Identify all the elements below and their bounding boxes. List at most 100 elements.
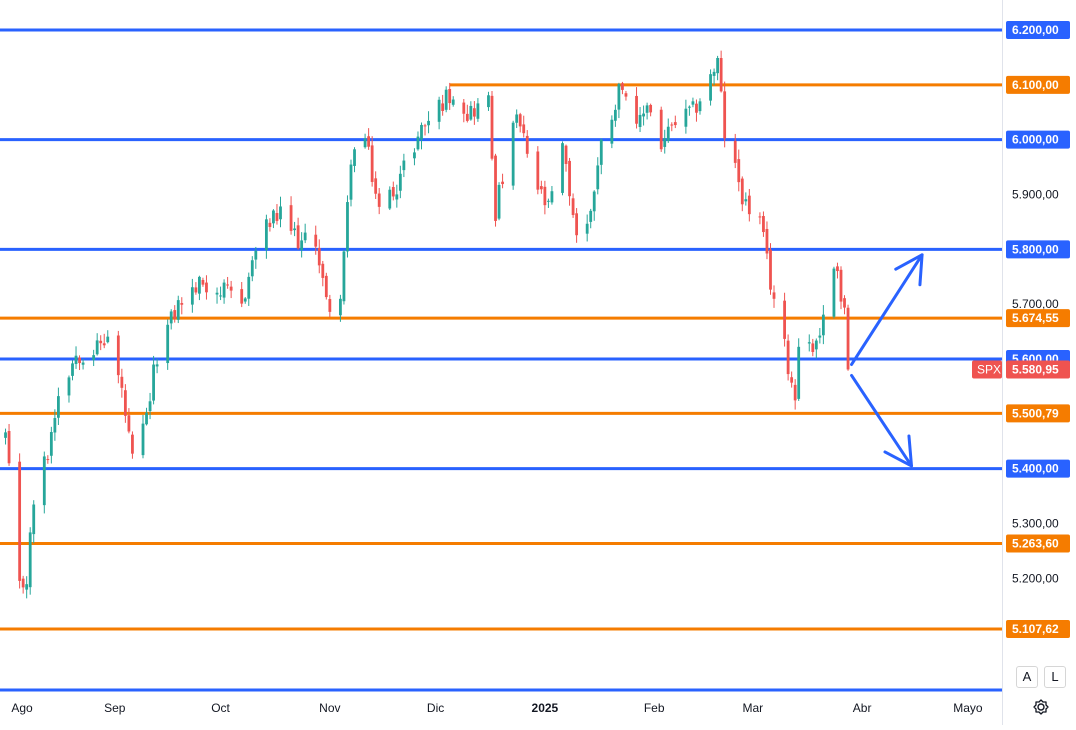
level-price-label: 5.263,60 — [1012, 536, 1059, 550]
candle-body — [324, 275, 328, 298]
candle — [25, 576, 29, 599]
candle-body — [642, 113, 645, 117]
candle-body — [695, 103, 698, 113]
x-tick-label: Dic — [427, 701, 444, 715]
candle — [716, 55, 720, 81]
candle — [807, 334, 811, 352]
candle — [649, 103, 653, 117]
candle-body — [733, 140, 737, 163]
candle-body — [832, 268, 836, 317]
candle — [818, 327, 822, 344]
candle — [74, 346, 78, 369]
candle-body — [123, 390, 127, 416]
candle-body — [176, 300, 180, 320]
candle-body — [303, 232, 307, 241]
candle-body — [684, 108, 688, 127]
candle — [363, 133, 367, 149]
candle — [832, 266, 836, 319]
candle — [67, 375, 71, 403]
level-price-label: 5.674,55 — [1012, 311, 1059, 325]
candle — [275, 204, 279, 225]
candle-body — [698, 101, 702, 112]
candle-body — [589, 210, 593, 222]
candle-body — [370, 145, 374, 182]
candle-body — [152, 364, 155, 401]
candle — [240, 282, 244, 308]
candle-body — [511, 122, 515, 186]
candle — [328, 294, 332, 318]
candle — [575, 208, 579, 243]
candle — [790, 371, 794, 388]
candle — [621, 81, 624, 95]
candle — [32, 500, 36, 544]
candle — [638, 107, 642, 133]
candle — [388, 186, 392, 211]
candle-body — [363, 138, 367, 148]
candle-body — [18, 461, 22, 581]
candle — [106, 330, 110, 344]
candle-body — [201, 279, 205, 285]
candle — [645, 102, 649, 120]
candle — [205, 275, 208, 300]
candle-body — [793, 384, 797, 401]
gear-icon[interactable] — [1032, 698, 1050, 716]
auto-scale-button[interactable]: A — [1016, 666, 1038, 688]
candle-body — [205, 282, 208, 293]
candle-body — [550, 191, 554, 203]
candle-body — [469, 105, 473, 120]
candle — [293, 221, 296, 237]
candle-body — [219, 295, 222, 297]
candle-body — [747, 195, 751, 215]
arrow-up-head — [894, 253, 924, 287]
level-price-label: 5.500,79 — [1012, 406, 1059, 420]
candle-body — [740, 178, 744, 205]
y-tick-label: 5.300,00 — [1012, 517, 1059, 531]
candle — [571, 193, 575, 218]
candle — [219, 286, 222, 301]
candle — [349, 159, 353, 207]
candle — [550, 186, 554, 205]
candle — [448, 82, 452, 110]
candle-body — [797, 346, 801, 399]
candle-body — [222, 282, 226, 298]
x-tick-label: Oct — [211, 701, 230, 715]
symbol-label: SPX — [977, 362, 1001, 376]
candle — [814, 338, 818, 359]
candle-body — [596, 165, 600, 190]
candle — [289, 196, 293, 235]
candle — [536, 146, 540, 195]
candle-body — [339, 298, 342, 316]
candle-body — [243, 298, 247, 302]
candle — [173, 305, 177, 323]
candle-body — [561, 143, 564, 193]
log-scale-button[interactable]: L — [1044, 666, 1066, 688]
candle — [451, 96, 455, 107]
candle — [758, 212, 762, 225]
candle — [673, 115, 677, 129]
candle-body — [723, 91, 727, 139]
candle-body — [501, 181, 504, 185]
candle-body — [811, 343, 815, 352]
candle-body — [92, 355, 96, 361]
candle — [71, 360, 74, 381]
candle-body — [645, 105, 649, 113]
candle — [733, 133, 737, 169]
candle — [367, 128, 371, 150]
candle — [487, 91, 490, 111]
last-price-tag — [1006, 360, 1070, 379]
candle — [797, 338, 801, 401]
candle-body — [522, 124, 526, 134]
candle — [391, 181, 395, 201]
candle-body — [46, 459, 50, 461]
candle — [7, 423, 11, 466]
level-price-label: 5.800,00 — [1012, 242, 1059, 256]
candle-body — [198, 276, 201, 294]
candle-body — [624, 93, 628, 97]
candle-body — [166, 324, 170, 364]
candle-body — [772, 292, 776, 299]
candle — [46, 455, 50, 464]
candle — [666, 118, 670, 143]
candle-body — [613, 109, 617, 121]
candle — [783, 292, 786, 347]
